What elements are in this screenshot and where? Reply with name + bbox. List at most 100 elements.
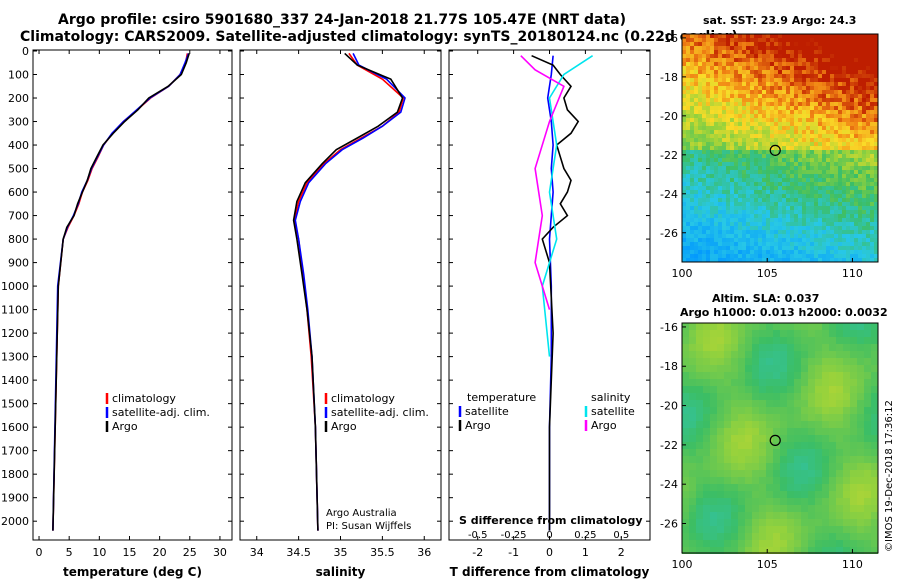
salinity-xtick-label: 35.5 [370,546,395,559]
sst-map-cell [874,122,878,126]
sst-map-cell [686,82,690,86]
sst-map-cell [758,178,762,182]
sla-map-cell [794,442,801,449]
sst-map-cell [754,110,758,114]
sst-map-cell [730,210,734,214]
sst-map-cell [826,150,830,154]
sla-map-cell [815,393,822,400]
sst-map-cell [842,166,846,170]
sla-map-cell [724,442,731,449]
sst-map-cell [706,154,710,158]
sst-map-cell [726,82,730,86]
sst-map-cell [830,150,834,154]
sst-map-cell [834,190,838,194]
sst-map-cell [730,174,734,178]
sst-map-cell [738,50,742,54]
sst-map-cell [858,198,862,202]
sst-map-cell [826,222,830,226]
sst-map-cell [858,246,862,250]
sla-map-cell [703,421,710,428]
sla-map-cell [815,442,822,449]
sst-map-cell [810,78,814,82]
sst-map-cell [734,170,738,174]
sla-map-cell [759,512,766,519]
sst-map-cell [790,54,794,58]
sst-map-cell [822,34,826,38]
sst-map-cell [718,210,722,214]
sst-map-cell [834,34,838,38]
sst-map-cell [718,226,722,230]
sst-map-cell [834,210,838,214]
sst-map-cell [858,186,862,190]
sst-map-cell [754,66,758,70]
depth-tick-label: 0 [22,45,29,58]
sst-map-cell [770,62,774,66]
sla-map-cell [822,421,829,428]
sst-map-cell [750,218,754,222]
sst-map-cell [694,102,698,106]
sst-map-cell [818,246,822,250]
sla-map-cell [745,393,752,400]
sst-map-cell [746,174,750,178]
sst-map-cell [798,130,802,134]
sst-map-cell [734,118,738,122]
sst-map-cell [714,82,718,86]
diff-s-tick-label: -0.5 [468,530,488,541]
sst-map-cell [798,94,802,98]
sla-map-cell [773,547,780,554]
sst-map-cell [782,94,786,98]
sla-map-cell [864,372,871,379]
sla-map-cell [724,547,731,554]
sst-map-cell [746,86,750,90]
sst-map-cell [746,210,750,214]
sla-map-cell [773,498,780,505]
sst-map-cell [830,42,834,46]
sst-map-cell [718,150,722,154]
sst-map-cell [814,94,818,98]
sst-map-cell [734,70,738,74]
sst-map-cell [810,42,814,46]
sst-map-cell [802,258,806,262]
sst-map-cell [834,42,838,46]
sst-map-cell [782,58,786,62]
sst-map-cell [738,178,742,182]
sst-map-cell [874,238,878,242]
sla-map-cell [696,337,703,344]
sla-map-cell [787,547,794,554]
sst-map-cell [862,142,866,146]
sst-map-cell [686,178,690,182]
sst-map-cell [866,178,870,182]
sst-map-cell [870,206,874,210]
sst-map-cell [686,154,690,158]
sst-map-cell [802,142,806,146]
sla-map-cell [731,337,738,344]
sst-map-cell [802,158,806,162]
sla-map-cell [871,379,878,386]
sst-map-cell [854,198,858,202]
sst-map-cell [754,70,758,74]
sst-map-cell [710,42,714,46]
sst-map-cell [806,242,810,246]
sla-map-cell [773,428,780,435]
sst-map-cell [762,250,766,254]
sla-map-cell [717,400,724,407]
sla-map-cell [759,540,766,547]
sla-map-cell [780,547,787,554]
sst-map-cell [858,170,862,174]
sst-map-cell [798,242,802,246]
sla-map-cell [696,505,703,512]
sst-map-cell [794,142,798,146]
sst-map-cell [730,46,734,50]
sst-map-cell [730,130,734,134]
sst-map-cell [682,154,686,158]
sst-map-cell [770,186,774,190]
sst-map-cell [798,82,802,86]
sst-map-cell [762,42,766,46]
sst-map-cell [830,62,834,66]
sst-map-cell [866,38,870,42]
sla-map-cell [731,365,738,372]
sst-map-cell [786,182,790,186]
sst-map-cell [830,138,834,142]
sst-map-cell [702,70,706,74]
sst-map-cell [730,134,734,138]
